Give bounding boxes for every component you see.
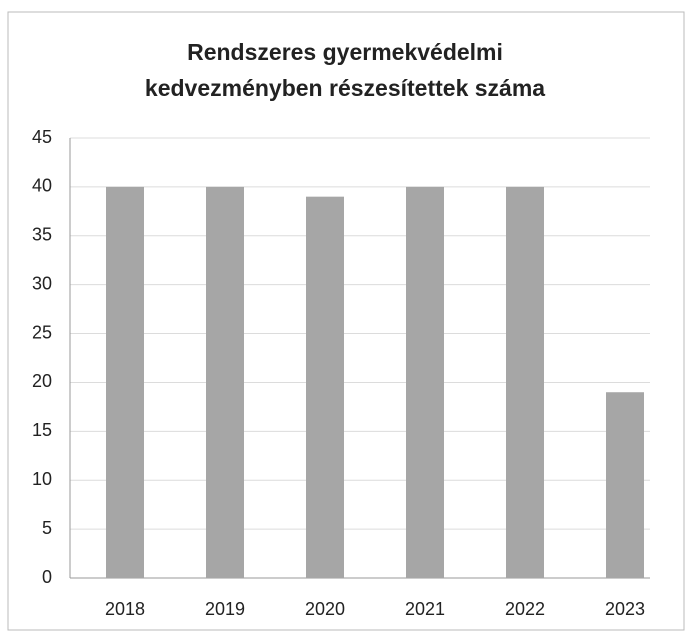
- x-tick-label: 2018: [105, 599, 145, 619]
- y-tick-label: 30: [32, 273, 52, 293]
- x-tick-label: 2023: [605, 599, 645, 619]
- chart-border: [7, 11, 685, 631]
- y-tick-label: 0: [42, 567, 52, 587]
- x-tick-label: 2020: [305, 599, 345, 619]
- y-tick-label: 5: [42, 518, 52, 538]
- y-tick-label: 25: [32, 322, 52, 342]
- bar: [106, 186, 144, 578]
- x-tick-label: 2019: [205, 599, 245, 619]
- bar: [206, 186, 244, 578]
- bar: [306, 196, 344, 578]
- y-tick-label: 20: [32, 371, 52, 391]
- y-tick-label: 40: [32, 176, 52, 196]
- chart-title: Rendszeres gyermekvédelmi kedvezményben …: [144, 39, 546, 101]
- bar: [506, 186, 544, 578]
- y-tick-label: 35: [32, 225, 52, 245]
- bar: [406, 186, 444, 578]
- y-tick-label: 10: [32, 469, 52, 489]
- x-tick-label: 2021: [405, 599, 445, 619]
- y-tick-label: 45: [32, 127, 52, 147]
- x-tick-label: 2022: [505, 599, 545, 619]
- y-tick-label: 15: [32, 420, 52, 440]
- bar: [606, 392, 644, 578]
